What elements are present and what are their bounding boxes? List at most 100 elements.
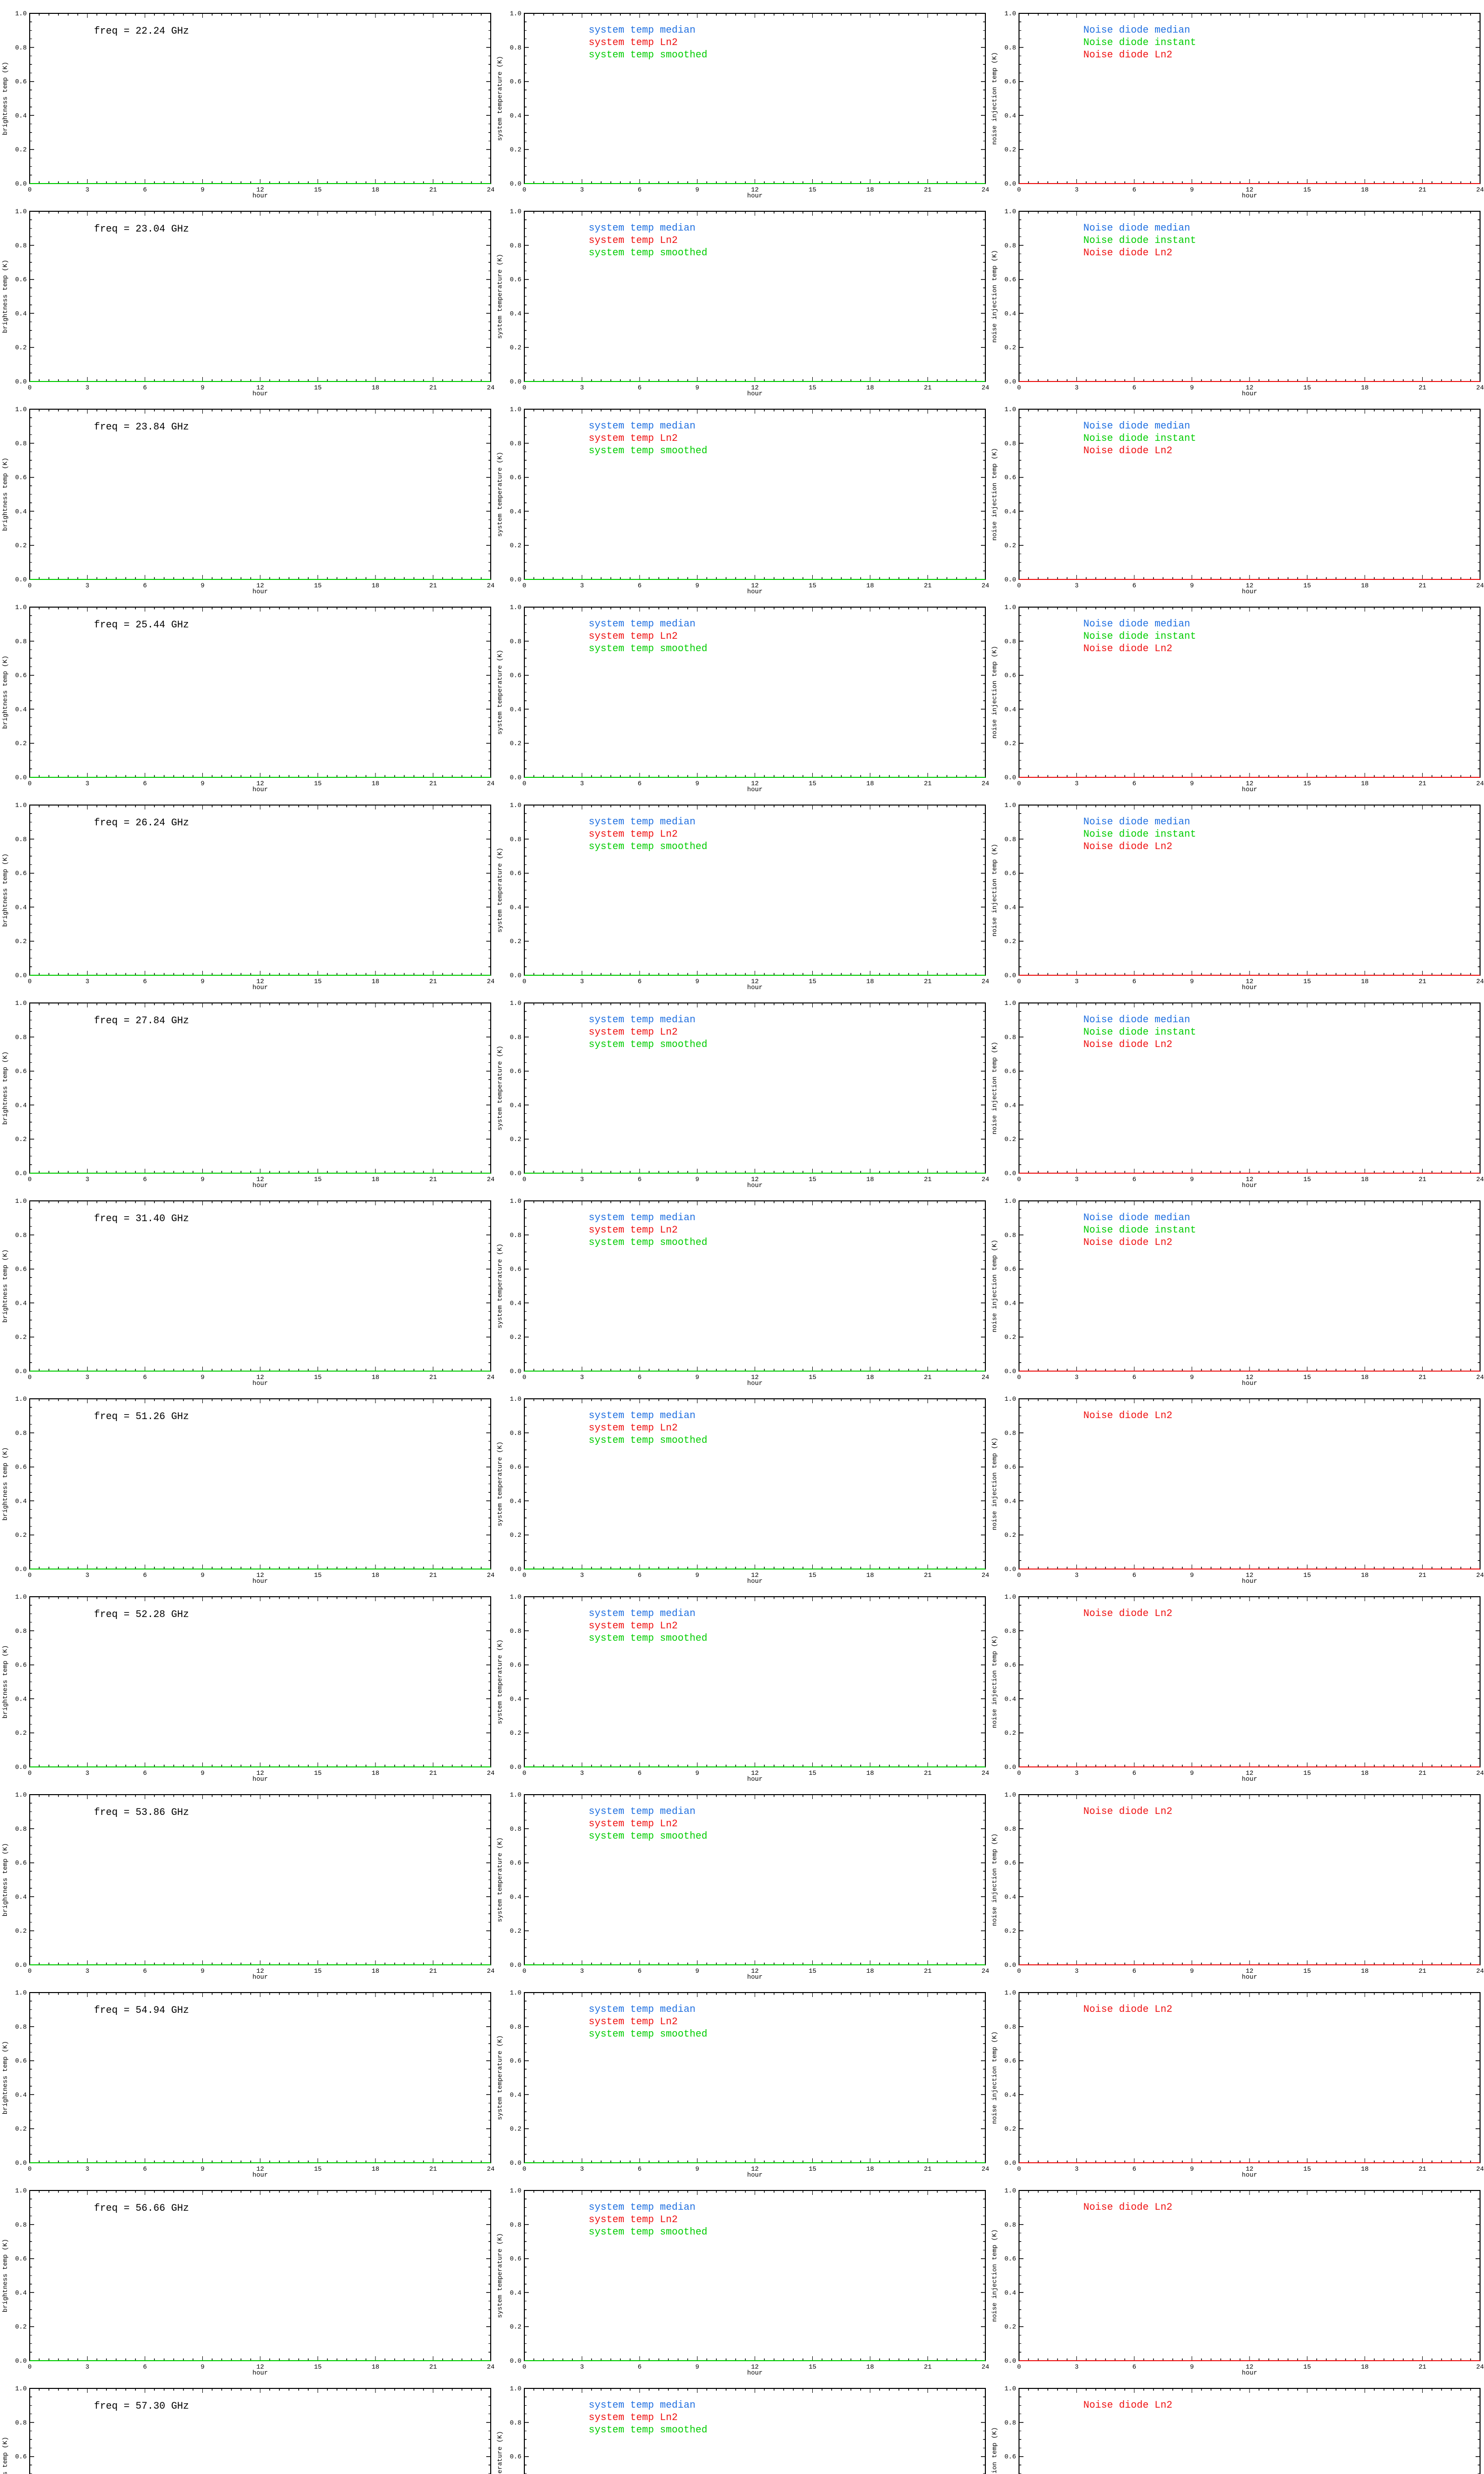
y-tick-label: 0.0 xyxy=(15,1170,27,1177)
y-tick-label: 0.4 xyxy=(15,1893,27,1901)
x-tick-label: 18 xyxy=(866,2363,874,2371)
legend-entry: system temp smoothed xyxy=(589,1039,707,1050)
subplot-canvas-r10-c2: 0 3 6 9 12 15 18 21 24 hour 0.0 0.2 0.4 0.6 0.8 1.0 syst… xyxy=(496,1791,989,1979)
y-axis-title: noise injection temp (K) xyxy=(991,844,998,936)
subplot-canvas-r6-c2: 0 3 6 9 12 15 18 21 24 hour 0.0 0.2 0.4 0.6 0.8 1.0 syst… xyxy=(496,999,989,1188)
y-tick-label: 1.0 xyxy=(1005,406,1016,413)
x-tick-label: 15 xyxy=(1303,1571,1311,1579)
y-tick-label: 0.8 xyxy=(510,440,521,447)
x-axis-title: hour xyxy=(1242,1182,1257,1188)
x-tick-label: 21 xyxy=(429,978,437,985)
x-tick-label: 21 xyxy=(924,1571,932,1579)
x-axis-title: hour xyxy=(747,786,762,792)
y-tick-label: 0.6 xyxy=(1005,2255,1016,2263)
x-tick-label: 3 xyxy=(86,2363,90,2371)
x-tick-label: 12 xyxy=(751,186,759,193)
legend-entry: system temp median xyxy=(589,1806,696,1817)
y-tick-label: 0.8 xyxy=(1005,1825,1016,1833)
y-tick-label: 0.4 xyxy=(510,706,522,713)
x-tick-label: 6 xyxy=(143,1571,147,1579)
y-tick-label: 1.0 xyxy=(510,604,521,611)
y-tick-label: 1.0 xyxy=(15,1791,27,1799)
x-axis-title: hour xyxy=(252,1775,268,1781)
y-tick-label: 0.0 xyxy=(15,180,27,188)
y-tick-label: 0.2 xyxy=(15,2323,27,2331)
x-axis-title: hour xyxy=(252,1380,268,1385)
x-tick-label: 21 xyxy=(429,1176,437,1183)
x-tick-label: 18 xyxy=(1361,2165,1369,2173)
x-tick-label: 21 xyxy=(1419,1374,1427,1381)
x-axis-title: hour xyxy=(252,1973,268,1979)
legend-entry: Noise diode median xyxy=(1083,618,1190,630)
y-tick-label: 0.6 xyxy=(1005,276,1016,284)
y-axis-title: brightness temp (K) xyxy=(1,1645,9,1718)
x-tick-label: 6 xyxy=(143,978,147,985)
y-tick-label: 0.2 xyxy=(1005,2323,1016,2331)
x-axis-title: hour xyxy=(1242,1973,1257,1979)
subplot-canvas-r1-c1: 0 3 6 9 12 15 18 21 24 hour 0.0 0.2 0.4 0.6 0.8 1.0 brig… xyxy=(1,10,495,198)
x-tick-label: 9 xyxy=(201,2165,205,2173)
y-axis-title: brightness temp (K) xyxy=(1,2041,9,2114)
y-tick-label: 1.0 xyxy=(15,2385,27,2392)
x-tick-label: 24 xyxy=(1476,582,1484,589)
legend-entry: Noise diode Ln2 xyxy=(1083,247,1172,259)
y-tick-label: 1.0 xyxy=(15,10,27,17)
y-tick-label: 0.8 xyxy=(510,1232,521,1239)
y-tick-label: 0.2 xyxy=(1005,146,1016,153)
y-tick-label: 1.0 xyxy=(15,1395,27,1403)
subplot-r1-c2: 0 3 6 9 12 15 18 21 24 hour 0.0 0.2 0.4 0.6 0.8 1.0 syst… xyxy=(495,0,989,198)
y-tick-label: 0.2 xyxy=(15,1927,27,1935)
y-tick-label: 0.0 xyxy=(15,1566,27,1573)
y-tick-label: 0.8 xyxy=(1005,836,1016,843)
y-tick-label: 0.4 xyxy=(15,2289,27,2296)
y-tick-label: 0.2 xyxy=(510,1729,521,1737)
x-tick-label: 0 xyxy=(522,186,526,193)
x-tick-label: 6 xyxy=(1132,780,1136,787)
y-tick-label: 0.2 xyxy=(15,1531,27,1539)
x-tick-label: 18 xyxy=(371,1571,379,1579)
subplot-canvas-r4-c3: 0 3 6 9 12 15 18 21 24 hour 0.0 0.2 0.4 0.6 0.8 1.0 nois… xyxy=(991,604,1484,792)
subplot-r11-c2: 0 3 6 9 12 15 18 21 24 hour 0.0 0.2 0.4 0.6 0.8 1.0 syst… xyxy=(495,1979,989,2177)
y-axis-title: noise injection temp (K) xyxy=(991,2427,998,2474)
y-tick-label: 0.0 xyxy=(510,1566,521,1573)
x-tick-label: 24 xyxy=(487,2165,495,2173)
plot-frame xyxy=(1019,1794,1481,1965)
x-axis-title: hour xyxy=(1242,390,1257,396)
x-tick-label: 9 xyxy=(696,2363,699,2371)
x-tick-label: 24 xyxy=(1476,384,1484,391)
x-tick-label: 21 xyxy=(1419,1967,1427,1975)
x-tick-label: 3 xyxy=(580,384,584,391)
subplot-r12-c3: 0 3 6 9 12 15 18 21 24 hour 0.0 0.2 0.4 0.6 0.8 1.0 nois… xyxy=(989,2177,1484,2375)
x-tick-label: 18 xyxy=(866,2165,874,2173)
y-tick-label: 0.8 xyxy=(15,2419,27,2426)
y-axis-title: noise injection temp (K) xyxy=(991,1042,998,1134)
x-tick-label: 24 xyxy=(487,1374,495,1381)
y-tick-label: 0.4 xyxy=(15,1101,27,1109)
legend-entry: system temp Ln2 xyxy=(589,631,678,642)
y-tick-label: 0.8 xyxy=(510,2023,521,2031)
y-tick-label: 0.8 xyxy=(15,440,27,447)
y-tick-label: 0.4 xyxy=(1005,508,1017,515)
legend-entry: system temp median xyxy=(589,25,696,36)
x-tick-label: 21 xyxy=(1419,186,1427,193)
x-tick-label: 0 xyxy=(1017,2165,1021,2173)
x-tick-label: 12 xyxy=(256,582,264,589)
y-tick-label: 0.4 xyxy=(1005,1497,1017,1505)
x-tick-label: 0 xyxy=(28,1967,32,1975)
y-tick-label: 0.0 xyxy=(1005,576,1016,583)
x-tick-label: 3 xyxy=(580,1176,584,1183)
y-tick-label: 0.6 xyxy=(1005,870,1016,877)
y-tick-label: 0.2 xyxy=(1005,938,1016,945)
y-tick-label: 0.2 xyxy=(15,146,27,153)
x-tick-label: 0 xyxy=(28,978,32,985)
x-tick-label: 15 xyxy=(314,186,322,193)
x-axis-title: hour xyxy=(747,2171,762,2177)
plot-frame xyxy=(29,1992,491,2163)
subplot-canvas-r1-c3: 0 3 6 9 12 15 18 21 24 hour 0.0 0.2 0.4 0.6 0.8 1.0 nois… xyxy=(991,10,1484,198)
y-tick-label: 0.0 xyxy=(15,378,27,385)
x-axis-title: hour xyxy=(747,1775,762,1781)
y-tick-label: 0.2 xyxy=(15,344,27,351)
y-tick-label: 1.0 xyxy=(1005,2187,1016,2194)
x-tick-label: 21 xyxy=(429,1967,437,1975)
x-tick-label: 18 xyxy=(1361,186,1369,193)
